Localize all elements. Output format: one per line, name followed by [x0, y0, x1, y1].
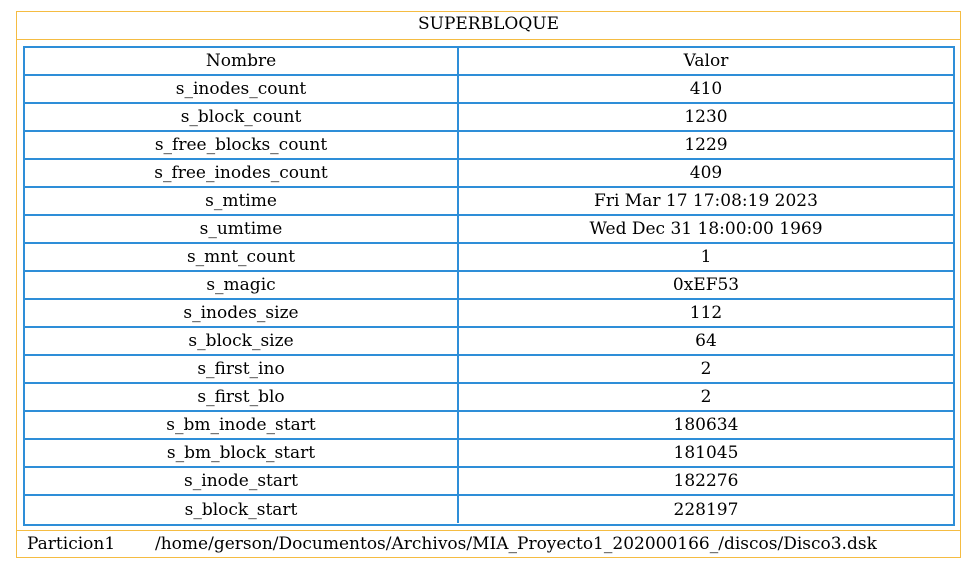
superblock-report: SUPERBLOQUE Nombre Valor s_inodes_count …: [16, 11, 961, 558]
table-row: s_magic 0xEF53: [25, 270, 953, 299]
row-value: 1229: [457, 130, 953, 159]
table-row: s_first_ino 2: [25, 354, 953, 383]
header-name: Nombre: [205, 51, 277, 71]
row-value: 2: [457, 382, 953, 411]
table-header-row: Nombre Valor: [25, 48, 953, 75]
row-name: s_block_start: [25, 494, 458, 523]
table-row: s_block_size 64: [25, 326, 953, 355]
table-row: s_mtime Fri Mar 17 17:08:19 2023: [25, 186, 953, 215]
superblock-table: Nombre Valor s_inodes_count 410 s_block_…: [25, 48, 953, 523]
partition-name: Particion1: [27, 534, 116, 554]
row-value: 1: [457, 242, 953, 271]
row-name: s_inodes_count: [25, 74, 458, 103]
table-row: s_mnt_count 1: [25, 242, 953, 271]
row-name: s_first_blo: [25, 382, 458, 411]
row-name: s_free_inodes_count: [25, 158, 458, 187]
row-name: s_bm_inode_start: [25, 410, 458, 439]
row-value: 180634: [457, 410, 953, 439]
table-row: s_free_blocks_count 1229: [25, 130, 953, 159]
table-row: s_block_start 228197: [25, 494, 953, 523]
row-name: s_block_count: [25, 102, 458, 131]
table-row: s_first_blo 2: [25, 382, 953, 411]
row-value: 410: [457, 74, 953, 103]
row-name: s_magic: [25, 270, 458, 299]
table-row: s_inodes_size 112: [25, 298, 953, 327]
row-value: 182276: [457, 466, 953, 495]
row-name: s_free_blocks_count: [25, 130, 458, 159]
row-value: 64: [457, 326, 953, 355]
row-value: Fri Mar 17 17:08:19 2023: [457, 186, 953, 215]
row-name: s_inode_start: [25, 466, 458, 495]
row-name: s_mtime: [25, 186, 458, 215]
row-name: s_mnt_count: [25, 242, 458, 271]
row-name: s_first_ino: [25, 354, 458, 383]
header-value: Valor: [457, 48, 953, 75]
report-title: SUPERBLOQUE: [17, 12, 960, 40]
row-name: s_block_size: [25, 326, 458, 355]
row-value: 0xEF53: [457, 270, 953, 299]
row-name: s_umtime: [25, 214, 458, 243]
row-value: 2: [457, 354, 953, 383]
table-row: s_inode_start 182276: [25, 466, 953, 495]
row-value: 181045: [457, 438, 953, 467]
disk-path: /home/gerson/Documentos/Archivos/MIA_Pro…: [155, 534, 877, 554]
partition-footer: Particion1 /home/gerson/Documentos/Archi…: [17, 530, 960, 558]
table-row: s_umtime Wed Dec 31 18:00:00 1969: [25, 214, 953, 243]
row-value: 409: [457, 158, 953, 187]
row-value: 1230: [457, 102, 953, 131]
row-value: 228197: [457, 494, 953, 523]
table-row: s_bm_block_start 181045: [25, 438, 953, 467]
table-row: s_bm_inode_start 180634: [25, 410, 953, 439]
table-row: s_free_inodes_count 409: [25, 158, 953, 187]
row-value: 112: [457, 298, 953, 327]
row-name: s_inodes_size: [25, 298, 458, 327]
row-value: Wed Dec 31 18:00:00 1969: [457, 214, 953, 243]
superblock-table-frame: Nombre Valor s_inodes_count 410 s_block_…: [23, 46, 955, 526]
row-name: s_bm_block_start: [25, 438, 458, 467]
table-row: s_inodes_count 410: [25, 74, 953, 103]
table-row: s_block_count 1230: [25, 102, 953, 131]
